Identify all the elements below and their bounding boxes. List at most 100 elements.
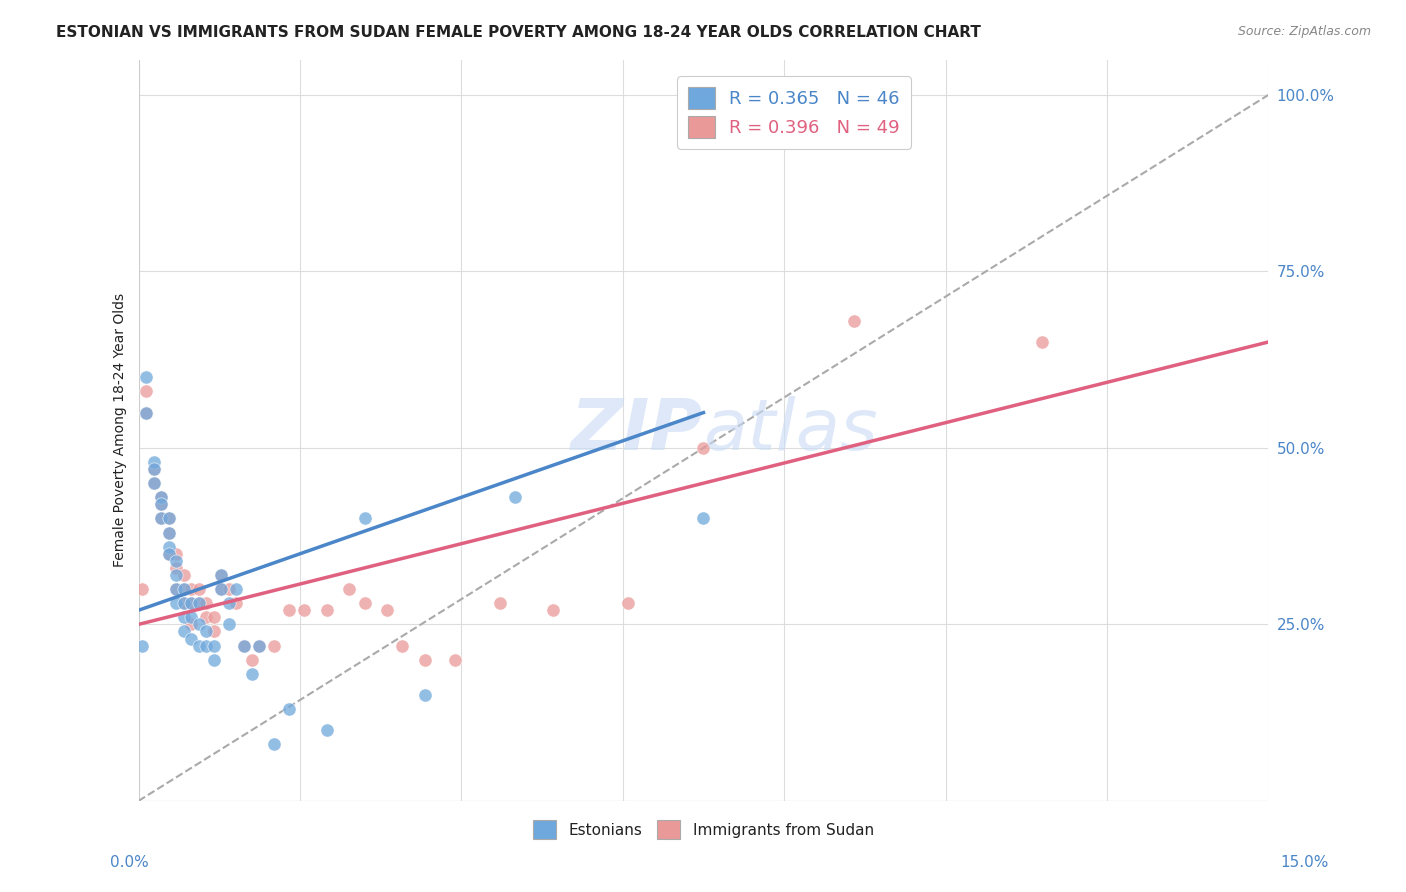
Point [209, 582, 232, 596]
Legend: Estonians, Immigrants from Sudan: Estonians, Immigrants from Sudan [527, 814, 880, 845]
Point [180, 617, 202, 632]
Point [202, 624, 225, 639]
Point [353, 511, 375, 525]
Point [218, 596, 240, 610]
Point [692, 511, 714, 525]
Point [157, 547, 180, 561]
Point [353, 596, 375, 610]
Point [541, 603, 564, 617]
Point [180, 632, 202, 646]
Point [233, 639, 256, 653]
Point [195, 639, 218, 653]
Y-axis label: Female Poverty Among 18-24 Year Olds: Female Poverty Among 18-24 Year Olds [114, 293, 128, 567]
Text: atlas: atlas [703, 396, 879, 465]
Point [173, 610, 195, 624]
Point [150, 511, 173, 525]
Point [131, 639, 153, 653]
Point [413, 653, 436, 667]
Point [195, 596, 218, 610]
Text: 0.0%: 0.0% [110, 855, 149, 870]
Point [209, 568, 232, 582]
Point [240, 666, 263, 681]
Point [489, 596, 512, 610]
Point [292, 603, 315, 617]
Point [157, 511, 180, 525]
Point [150, 491, 173, 505]
Point [165, 582, 187, 596]
Point [339, 582, 361, 596]
Point [142, 476, 165, 491]
Point [180, 596, 202, 610]
Point [142, 455, 165, 469]
Point [180, 582, 202, 596]
Point [247, 639, 270, 653]
Point [131, 582, 153, 596]
Point [165, 554, 187, 568]
Point [187, 582, 209, 596]
Point [173, 582, 195, 596]
Point [165, 596, 187, 610]
Point [165, 582, 187, 596]
Point [135, 384, 157, 399]
Point [278, 603, 301, 617]
Point [278, 702, 301, 716]
Point [173, 624, 195, 639]
Point [165, 568, 187, 582]
Text: Source: ZipAtlas.com: Source: ZipAtlas.com [1237, 25, 1371, 38]
Text: 15.0%: 15.0% [1281, 855, 1329, 870]
Point [135, 370, 157, 384]
Point [150, 497, 173, 511]
Point [225, 582, 247, 596]
Point [263, 738, 285, 752]
Point [842, 314, 865, 328]
Point [209, 568, 232, 582]
Point [195, 624, 218, 639]
Point [180, 596, 202, 610]
Point [135, 406, 157, 420]
Point [202, 653, 225, 667]
Point [617, 596, 640, 610]
Point [157, 525, 180, 540]
Point [202, 610, 225, 624]
Point [263, 639, 285, 653]
Point [413, 688, 436, 702]
Point [240, 653, 263, 667]
Point [315, 723, 337, 738]
Point [202, 639, 225, 653]
Point [391, 639, 413, 653]
Point [692, 441, 714, 455]
Text: ESTONIAN VS IMMIGRANTS FROM SUDAN FEMALE POVERTY AMONG 18-24 YEAR OLDS CORRELATI: ESTONIAN VS IMMIGRANTS FROM SUDAN FEMALE… [56, 25, 981, 40]
Point [247, 639, 270, 653]
Point [157, 511, 180, 525]
Point [173, 568, 195, 582]
Point [150, 511, 173, 525]
Point [142, 476, 165, 491]
Point [135, 406, 157, 420]
Point [173, 582, 195, 596]
Point [1031, 334, 1053, 349]
Point [195, 610, 218, 624]
Point [165, 561, 187, 575]
Point [187, 639, 209, 653]
Point [157, 540, 180, 554]
Point [150, 497, 173, 511]
Point [233, 639, 256, 653]
Point [157, 547, 180, 561]
Point [444, 653, 467, 667]
Point [173, 596, 195, 610]
Text: ZIP: ZIP [571, 396, 703, 465]
Point [157, 525, 180, 540]
Point [142, 462, 165, 476]
Point [209, 582, 232, 596]
Point [187, 617, 209, 632]
Point [187, 596, 209, 610]
Point [375, 603, 398, 617]
Point [218, 582, 240, 596]
Point [187, 596, 209, 610]
Point [165, 547, 187, 561]
Point [503, 491, 526, 505]
Point [173, 596, 195, 610]
Point [180, 610, 202, 624]
Point [150, 491, 173, 505]
Point [142, 462, 165, 476]
